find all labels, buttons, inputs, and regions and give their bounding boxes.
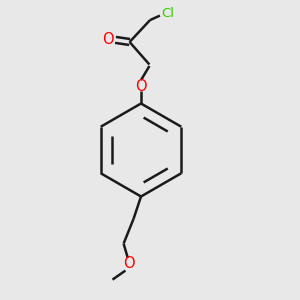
Text: O: O — [102, 32, 114, 46]
Text: O: O — [135, 79, 147, 94]
Text: O: O — [123, 256, 135, 272]
Text: Cl: Cl — [161, 7, 174, 20]
